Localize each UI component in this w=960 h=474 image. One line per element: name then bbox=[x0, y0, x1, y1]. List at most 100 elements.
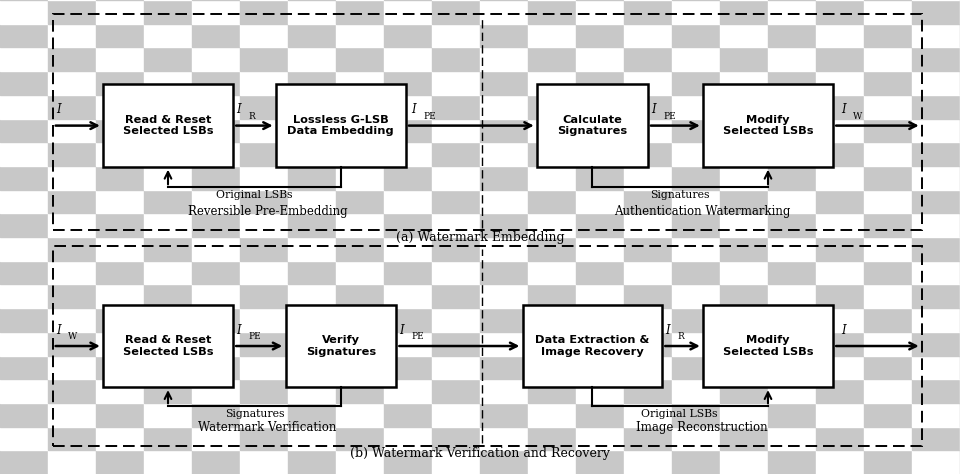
Bar bbox=[528, 261, 576, 284]
Bar bbox=[768, 95, 816, 118]
Bar bbox=[0, 284, 48, 308]
Bar bbox=[768, 356, 816, 379]
Bar bbox=[144, 237, 192, 261]
Bar bbox=[528, 450, 576, 474]
Bar bbox=[864, 71, 912, 95]
Bar bbox=[538, 84, 647, 167]
Bar bbox=[192, 0, 240, 24]
Bar bbox=[144, 332, 192, 356]
Text: Data Extraction &
Image Recovery: Data Extraction & Image Recovery bbox=[535, 335, 650, 357]
Bar bbox=[240, 95, 288, 118]
Bar bbox=[720, 379, 768, 403]
Bar bbox=[816, 356, 864, 379]
Bar bbox=[864, 142, 912, 166]
Text: Signatures: Signatures bbox=[650, 190, 709, 200]
Bar bbox=[720, 71, 768, 95]
Bar bbox=[624, 142, 672, 166]
Bar bbox=[576, 308, 624, 332]
Bar bbox=[864, 427, 912, 450]
Bar bbox=[624, 332, 672, 356]
Bar bbox=[192, 450, 240, 474]
Bar bbox=[288, 142, 336, 166]
Bar bbox=[0, 24, 48, 47]
Text: Modify
Selected LSBs: Modify Selected LSBs bbox=[723, 335, 813, 357]
Bar bbox=[96, 118, 144, 142]
Bar bbox=[624, 308, 672, 332]
Bar bbox=[528, 427, 576, 450]
Text: Reversible Pre-Embedding: Reversible Pre-Embedding bbox=[187, 205, 348, 218]
Bar bbox=[768, 142, 816, 166]
Bar bbox=[0, 403, 48, 427]
Bar bbox=[672, 213, 720, 237]
Bar bbox=[720, 142, 768, 166]
Bar bbox=[336, 47, 384, 71]
Bar bbox=[816, 47, 864, 71]
Bar bbox=[48, 142, 96, 166]
Bar bbox=[768, 403, 816, 427]
Bar bbox=[864, 24, 912, 47]
Bar bbox=[480, 190, 528, 213]
Bar bbox=[144, 24, 192, 47]
Bar bbox=[576, 332, 624, 356]
Bar bbox=[864, 332, 912, 356]
Bar bbox=[703, 84, 833, 167]
Bar bbox=[48, 118, 96, 142]
Text: PE: PE bbox=[423, 112, 436, 121]
Bar bbox=[624, 450, 672, 474]
Bar bbox=[816, 190, 864, 213]
Bar bbox=[288, 95, 336, 118]
Bar bbox=[48, 450, 96, 474]
Bar bbox=[432, 284, 480, 308]
Bar bbox=[0, 261, 48, 284]
Bar bbox=[432, 379, 480, 403]
Bar bbox=[192, 332, 240, 356]
Bar bbox=[816, 95, 864, 118]
Bar bbox=[288, 403, 336, 427]
Text: Modify
Selected LSBs: Modify Selected LSBs bbox=[723, 115, 813, 137]
Bar bbox=[528, 284, 576, 308]
Bar bbox=[864, 379, 912, 403]
Bar bbox=[96, 213, 144, 237]
Text: I: I bbox=[841, 324, 846, 337]
Bar bbox=[96, 237, 144, 261]
Bar bbox=[288, 166, 336, 190]
Bar bbox=[432, 166, 480, 190]
Bar bbox=[522, 305, 662, 388]
Bar bbox=[288, 261, 336, 284]
Bar bbox=[288, 237, 336, 261]
Bar bbox=[96, 71, 144, 95]
Bar bbox=[528, 95, 576, 118]
Bar bbox=[336, 261, 384, 284]
Bar bbox=[96, 332, 144, 356]
Bar bbox=[240, 308, 288, 332]
Bar bbox=[480, 71, 528, 95]
Bar bbox=[432, 261, 480, 284]
Bar bbox=[384, 71, 432, 95]
Bar bbox=[0, 356, 48, 379]
Bar bbox=[240, 379, 288, 403]
Bar bbox=[240, 166, 288, 190]
Bar bbox=[912, 213, 960, 237]
Bar bbox=[528, 379, 576, 403]
Bar bbox=[240, 142, 288, 166]
Bar bbox=[0, 0, 48, 24]
Bar bbox=[768, 379, 816, 403]
Bar bbox=[768, 118, 816, 142]
Bar bbox=[192, 142, 240, 166]
Bar bbox=[144, 166, 192, 190]
Bar bbox=[480, 166, 528, 190]
Bar bbox=[286, 305, 396, 388]
Bar bbox=[144, 0, 192, 24]
Bar bbox=[624, 379, 672, 403]
Bar bbox=[528, 237, 576, 261]
Bar bbox=[240, 71, 288, 95]
Bar bbox=[336, 166, 384, 190]
Bar bbox=[144, 190, 192, 213]
Bar bbox=[0, 71, 48, 95]
Bar bbox=[192, 356, 240, 379]
Bar bbox=[384, 332, 432, 356]
Bar bbox=[528, 166, 576, 190]
Bar bbox=[912, 284, 960, 308]
Bar bbox=[816, 24, 864, 47]
Text: I: I bbox=[56, 324, 60, 337]
